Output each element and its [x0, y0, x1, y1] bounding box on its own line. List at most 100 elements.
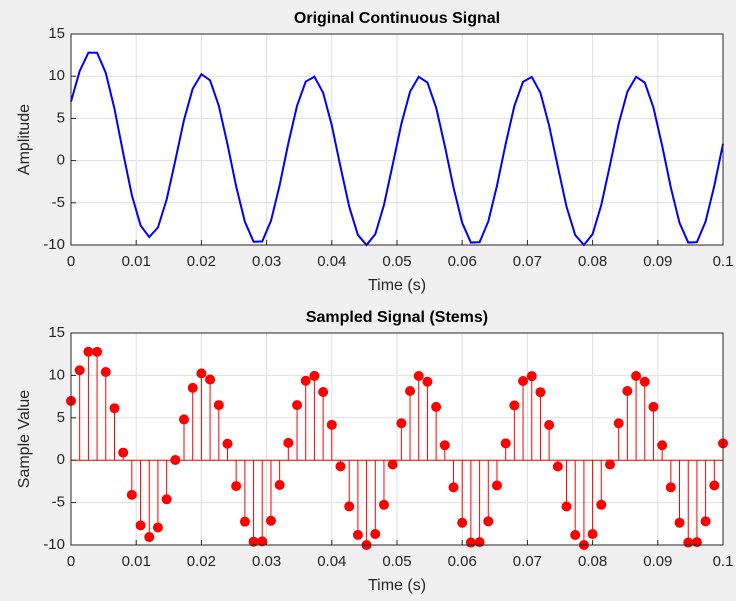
x-axis-label: Time (s)	[368, 577, 426, 594]
stem-marker	[700, 516, 711, 527]
y-tick-label: 15	[48, 25, 65, 42]
axes: 0 0.01 0.02 0.03 0.04 0.05 0.06 0.07 0.08 0.09 0.1…	[16, 309, 733, 594]
stem-marker	[222, 438, 233, 449]
stem-marker	[83, 346, 94, 357]
stem-marker	[213, 400, 224, 411]
stem-marker	[691, 537, 702, 548]
axes-box	[70, 33, 724, 246]
x-axis-label: Time (s)	[368, 277, 426, 294]
stem-marker	[491, 480, 502, 491]
stem-marker	[605, 459, 616, 470]
stem-marker	[657, 440, 668, 451]
stem-marker	[631, 370, 642, 381]
stem-marker	[135, 520, 146, 531]
stem-marker	[431, 401, 442, 412]
stem-marker	[483, 516, 494, 527]
axes: 0 0.01 0.02 0.03 0.04 0.05 0.06 0.07 0.08 0.09 0.1…	[16, 10, 733, 294]
y-tick-label: 5	[57, 109, 65, 126]
stem-marker	[526, 371, 537, 382]
stem-marker	[613, 418, 624, 429]
x-tick-label: 0.02	[187, 253, 216, 270]
stem-marker	[309, 370, 320, 381]
stem-marker	[570, 529, 581, 540]
stem-marker	[413, 370, 424, 381]
stem-marker	[509, 400, 520, 411]
stem-marker	[622, 386, 633, 397]
axes-box	[70, 332, 724, 546]
y-tick-label: -10	[43, 536, 65, 553]
stem-marker	[265, 515, 276, 526]
stem-marker	[709, 480, 720, 491]
stem-marker	[170, 454, 181, 465]
stem-marker	[283, 437, 294, 448]
x-tick-label: 0.1	[713, 553, 734, 570]
chart-title: Sampled Signal (Stems)	[306, 309, 488, 326]
stem-marker	[683, 537, 694, 548]
stem-marker	[552, 461, 563, 472]
stem-marker	[396, 418, 407, 429]
stem-marker	[231, 481, 242, 492]
x-tick-label: 0.1	[713, 253, 734, 270]
y-axis-label: Amplitude	[16, 104, 33, 175]
stem-marker	[205, 374, 216, 385]
stem-marker	[161, 494, 172, 505]
stem-marker	[300, 375, 311, 386]
y-axis-label: Sample Value	[16, 390, 33, 489]
y-tick-label: -5	[52, 194, 65, 211]
x-tick-label: 0.09	[643, 253, 672, 270]
x-tick-label: 0.01	[122, 553, 151, 570]
stem-marker	[257, 536, 268, 547]
stem-marker	[152, 522, 163, 533]
stem-marker	[335, 461, 346, 472]
x-tick-label: 0.04	[317, 253, 346, 270]
stem-marker	[422, 376, 433, 387]
x-tick-label: 0	[67, 253, 75, 270]
stem-marker	[639, 376, 650, 387]
x-tick-label: 0.06	[448, 553, 477, 570]
y-tick-label: 0	[57, 152, 65, 169]
stem-marker	[196, 368, 207, 379]
stem-marker	[370, 529, 381, 540]
stem-marker	[674, 517, 685, 528]
stem-marker	[465, 537, 476, 548]
y-tick-label: 0	[57, 451, 65, 468]
stem-marker	[318, 387, 329, 398]
stem-marker	[126, 489, 137, 500]
x-tick-label: 0.01	[122, 253, 151, 270]
x-tick-label: 0.03	[252, 553, 281, 570]
stem-marker	[100, 367, 111, 378]
y-tick-label: 15	[48, 324, 65, 341]
stem-marker	[274, 479, 285, 490]
y-tick-label: 10	[48, 366, 65, 383]
chart-title: Original Continuous Signal	[294, 10, 500, 27]
stem-marker	[344, 501, 355, 512]
stem-marker	[500, 438, 511, 449]
stem-marker	[439, 440, 450, 451]
stem-marker	[109, 403, 120, 414]
stem-marker	[648, 401, 659, 412]
signal-line	[70, 51, 724, 247]
stem-marker	[535, 387, 546, 398]
stem-marker	[378, 499, 389, 510]
x-tick-label: 0.06	[448, 253, 477, 270]
x-tick-label: 0.08	[578, 553, 607, 570]
x-tick-label: 0.04	[317, 553, 346, 570]
stem-marker	[457, 517, 468, 528]
stem-marker	[561, 501, 572, 512]
stem-marker	[187, 382, 198, 393]
x-tick-label: 0.02	[187, 553, 216, 570]
stem-marker	[665, 482, 676, 493]
stem-marker	[178, 414, 189, 425]
x-tick-label: 0.07	[513, 253, 542, 270]
stem-marker	[405, 386, 416, 397]
x-tick-label: 0.07	[513, 553, 542, 570]
y-tick-label: 10	[48, 67, 65, 84]
x-tick-label: 0	[67, 553, 75, 570]
stem-marker	[239, 516, 250, 527]
stem-marker	[544, 420, 555, 431]
stem-marker	[292, 400, 303, 411]
x-tick-label: 0.09	[643, 553, 672, 570]
stem-marker	[518, 375, 529, 386]
stem-marker	[352, 529, 363, 540]
